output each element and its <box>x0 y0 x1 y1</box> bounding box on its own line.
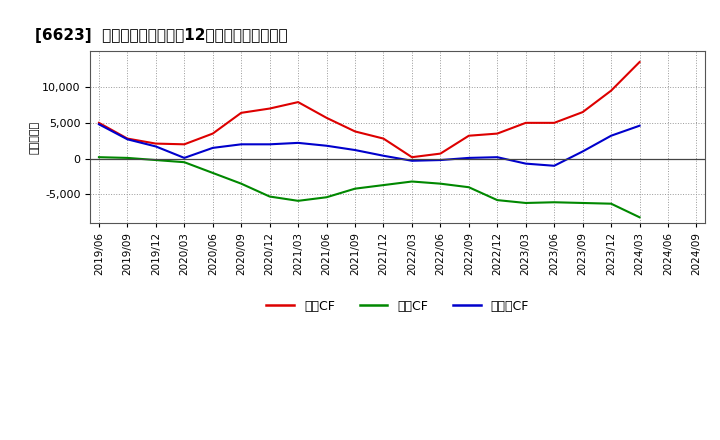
フリーCF <box>294 140 302 146</box>
営業CF <box>237 110 246 115</box>
投資CF <box>94 154 103 160</box>
営業CF <box>493 131 502 136</box>
営業CF <box>151 141 160 146</box>
営業CF <box>323 115 331 121</box>
フリーCF <box>379 153 388 158</box>
Line: 投資CF: 投資CF <box>99 157 639 217</box>
投資CF <box>123 155 132 161</box>
営業CF <box>464 133 473 138</box>
フリーCF <box>323 143 331 148</box>
投資CF <box>408 179 416 184</box>
投資CF <box>266 194 274 199</box>
フリーCF <box>607 133 616 138</box>
投資CF <box>550 200 559 205</box>
フリーCF <box>94 121 103 127</box>
投資CF <box>151 158 160 163</box>
フリーCF <box>493 154 502 160</box>
フリーCF <box>408 158 416 163</box>
投資CF <box>351 186 359 191</box>
営業CF <box>294 99 302 105</box>
フリーCF <box>635 123 644 128</box>
Y-axis label: （百万円）: （百万円） <box>30 121 40 154</box>
営業CF <box>266 106 274 111</box>
Text: [6623]  キャッシュフローの12か月移動合計の推移: [6623] キャッシュフローの12か月移動合計の推移 <box>35 28 288 43</box>
営業CF <box>94 120 103 125</box>
営業CF <box>208 131 217 136</box>
投資CF <box>578 200 587 205</box>
営業CF <box>180 142 189 147</box>
営業CF <box>436 151 445 156</box>
投資CF <box>323 194 331 200</box>
投資CF <box>294 198 302 203</box>
フリーCF <box>521 161 530 166</box>
投資CF <box>208 170 217 176</box>
フリーCF <box>123 137 132 142</box>
フリーCF <box>180 155 189 161</box>
営業CF <box>408 154 416 160</box>
フリーCF <box>266 142 274 147</box>
営業CF <box>379 136 388 141</box>
フリーCF <box>578 149 587 154</box>
営業CF <box>635 59 644 65</box>
フリーCF <box>464 155 473 161</box>
Legend: 営業CF, 投資CF, フリーCF: 営業CF, 投資CF, フリーCF <box>261 294 534 318</box>
投資CF <box>464 185 473 190</box>
投資CF <box>379 183 388 188</box>
営業CF <box>607 88 616 93</box>
営業CF <box>123 136 132 141</box>
Line: フリーCF: フリーCF <box>99 124 639 166</box>
投資CF <box>436 181 445 186</box>
フリーCF <box>436 158 445 163</box>
投資CF <box>635 215 644 220</box>
投資CF <box>607 201 616 206</box>
投資CF <box>493 198 502 203</box>
営業CF <box>521 120 530 125</box>
投資CF <box>237 181 246 186</box>
フリーCF <box>351 147 359 153</box>
フリーCF <box>550 163 559 169</box>
Line: 営業CF: 営業CF <box>99 62 639 157</box>
フリーCF <box>208 145 217 150</box>
投資CF <box>521 200 530 205</box>
投資CF <box>180 160 189 165</box>
営業CF <box>550 120 559 125</box>
営業CF <box>351 129 359 134</box>
フリーCF <box>151 144 160 149</box>
フリーCF <box>237 142 246 147</box>
営業CF <box>578 110 587 115</box>
